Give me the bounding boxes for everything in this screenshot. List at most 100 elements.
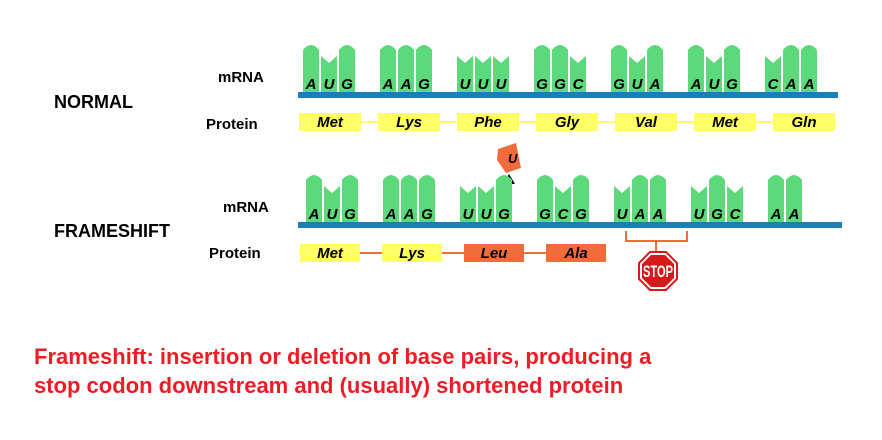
normal-mrna-strand [298, 92, 838, 98]
nucleotide-u [493, 56, 509, 92]
base-u: U [496, 76, 508, 93]
base-c: C [768, 76, 780, 93]
residue-label-phe: Phe [474, 114, 502, 131]
residue-box-gly [536, 113, 598, 131]
frameshift-protein-label: Protein [209, 245, 261, 262]
frameshift-mrna-label: mRNA [223, 199, 269, 216]
residue-box-met [300, 244, 360, 262]
normal-mrna-label: mRNA [218, 69, 264, 86]
base-g: G [613, 76, 625, 93]
residue-box-leu [464, 244, 524, 262]
base-u: U [694, 206, 706, 223]
normal-mrna-nucleotides [303, 45, 817, 92]
nucleotide-g [419, 175, 435, 222]
nucleotide-g [342, 175, 358, 222]
base-a: A [649, 76, 661, 93]
base-a: A [308, 206, 320, 223]
base-u: U [460, 76, 472, 93]
residue-label-met: Met [317, 245, 344, 262]
residue-label-lys: Lys [399, 245, 425, 262]
nucleotide-u [614, 186, 630, 222]
nucleotide-a [380, 45, 396, 92]
residue-label-val: Val [635, 114, 658, 131]
base-a: A [785, 76, 797, 93]
base-g: G [539, 206, 551, 223]
inserted-base-label: U [508, 151, 518, 166]
base-u: U [327, 206, 339, 223]
base-u: U [709, 76, 721, 93]
nucleotide-g [724, 45, 740, 92]
residue-label-met: Met [317, 114, 344, 131]
base-a: A [400, 76, 412, 93]
nucleotide-u [460, 186, 476, 222]
caption-line-1: Frameshift: insertion or deletion of bas… [34, 344, 652, 369]
base-a: A [652, 206, 664, 223]
base-g: G [418, 76, 430, 93]
base-a: A [385, 206, 397, 223]
nucleotide-g [496, 175, 512, 222]
base-a: A [788, 206, 800, 223]
nucleotide-a [650, 175, 666, 222]
nucleotide-g [537, 175, 553, 222]
base-c: C [558, 206, 570, 223]
frameshift-label: FRAMESHIFT [54, 221, 170, 241]
base-a: A [403, 206, 415, 223]
base-a: A [770, 206, 782, 223]
nucleotide-u [629, 56, 645, 92]
nucleotide-a [398, 45, 414, 92]
nucleotide-g [552, 45, 568, 92]
nucleotide-a [783, 45, 799, 92]
nucleotide-u [457, 56, 473, 92]
nucleotide-a [303, 45, 319, 92]
base-u: U [463, 206, 475, 223]
nucleotide-g [534, 45, 550, 92]
base-c: C [730, 206, 742, 223]
base-u: U [481, 206, 493, 223]
nucleotide-u [478, 186, 494, 222]
residue-box-val [615, 113, 677, 131]
stop-sign-icon: STOP [638, 251, 678, 291]
caption: Frameshift: insertion or deletion of bas… [34, 342, 874, 400]
base-g: G [344, 206, 356, 223]
nucleotide-a [786, 175, 802, 222]
nucleotide-a [647, 45, 663, 92]
residue-box-phe [457, 113, 519, 131]
nucleotide-g [611, 45, 627, 92]
inserted-base-icon [497, 143, 521, 173]
stop-sign-label: STOP [643, 262, 673, 281]
base-g: G [711, 206, 723, 223]
nucleotide-a [768, 175, 784, 222]
caption-line-2: stop codon downstream and (usually) shor… [34, 373, 624, 398]
nucleotide-a [383, 175, 399, 222]
frameshift-mrna-strand [298, 222, 842, 228]
residue-box-met [694, 113, 756, 131]
normal-protein-chain: Met Lys Phe Gly Val Met Gln [299, 113, 835, 131]
base-g: G [575, 206, 587, 223]
nucleotide-u [691, 186, 707, 222]
base-u: U [478, 76, 490, 93]
normal-protein-label: Protein [206, 116, 258, 133]
base-a: A [803, 76, 815, 93]
base-g: G [554, 76, 566, 93]
nucleotide-c [570, 56, 586, 92]
nucleotide-a [801, 45, 817, 92]
base-a: A [305, 76, 317, 93]
residue-box-lys [378, 113, 440, 131]
nucleotide-g [709, 175, 725, 222]
base-g: G [536, 76, 548, 93]
nucleotide-a [688, 45, 704, 92]
nucleotide-u [324, 186, 340, 222]
normal-label: NORMAL [54, 92, 133, 112]
stop-codon-bracket [625, 231, 688, 252]
nucleotide-g [573, 175, 589, 222]
base-a: A [382, 76, 394, 93]
nucleotide-u [706, 56, 722, 92]
nucleotide-u [475, 56, 491, 92]
nucleotide-a [632, 175, 648, 222]
frameshift-mrna-nucleotides [306, 175, 802, 222]
residue-box-met [299, 113, 361, 131]
base-g: G [421, 206, 433, 223]
base-u: U [632, 76, 644, 93]
